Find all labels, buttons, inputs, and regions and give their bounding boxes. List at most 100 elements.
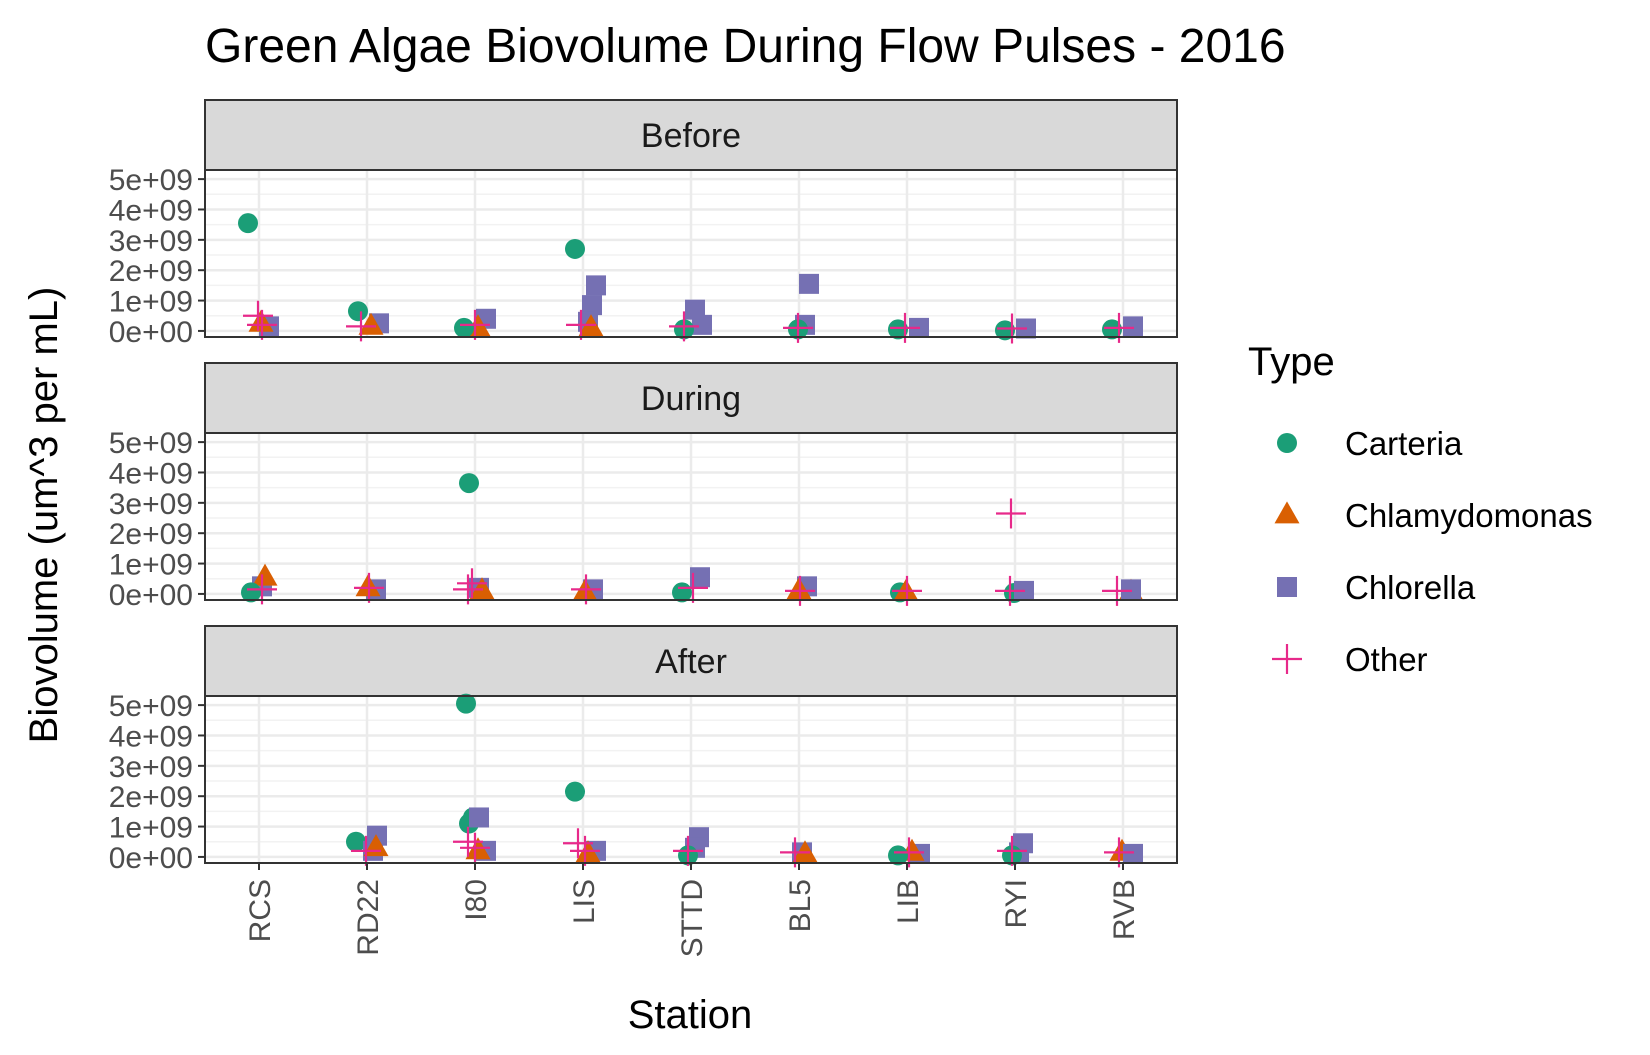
data-point-carteria: [888, 845, 908, 866]
legend-label: Other: [1345, 641, 1428, 678]
y-tick-label: 5e+09: [109, 427, 193, 460]
legend-label: Chlorella: [1345, 569, 1476, 606]
data-point-other: [457, 568, 487, 599]
data-point-other: [673, 835, 703, 866]
x-tick-label: LIB: [892, 879, 925, 924]
data-point-chlorella: [367, 825, 387, 846]
data-point-carteria: [454, 317, 474, 338]
x-tick-label: RD22: [352, 879, 385, 956]
legend-key: [1272, 644, 1302, 674]
legend-item-chlamydomonas: Chlamydomonas: [1274, 497, 1593, 534]
data-point-carteria: [238, 213, 258, 234]
data-point-carteria: [565, 781, 585, 802]
data-point-other: [460, 832, 490, 863]
data-point-carteria: [346, 831, 366, 852]
data-point-other: [351, 835, 381, 866]
data-point-carteria: [888, 319, 908, 340]
data-point-chlorella: [469, 807, 489, 828]
legend-key: [1274, 501, 1300, 524]
data-point-carteria: [241, 582, 261, 603]
y-tick-label: 2e+09: [109, 518, 193, 551]
legend-item-chlorella: Chlorella: [1277, 569, 1476, 606]
y-tick-label: 3e+09: [109, 225, 193, 258]
x-tick-label: STTD: [676, 879, 709, 957]
x-tick-label: LIS: [568, 879, 601, 924]
y-tick-label: 4e+09: [109, 720, 193, 753]
x-tick-label: BL5: [784, 879, 817, 932]
y-tick-label: 0e+00: [109, 842, 193, 875]
data-point-other: [997, 313, 1027, 344]
panel-border: [204, 432, 1178, 601]
data-point-carteria: [456, 693, 476, 714]
facet-strip: [204, 362, 1178, 434]
y-tick-label: 3e+09: [109, 488, 193, 521]
data-point-chlorella: [582, 295, 602, 316]
x-tick-label: RVB: [1108, 879, 1141, 940]
data-point-other: [453, 826, 483, 857]
facet-strip-label: During: [641, 380, 741, 418]
facet-strip: [204, 99, 1178, 171]
legend-key: [1277, 433, 1297, 453]
y-tick-label: 3e+09: [109, 751, 193, 784]
data-point-chlorella: [799, 273, 819, 294]
legend-item-carteria: Carteria: [1277, 425, 1463, 462]
data-point-chlorella: [685, 299, 705, 320]
data-point-carteria: [1102, 319, 1122, 340]
data-point-other: [460, 309, 490, 340]
y-tick-label: 1e+09: [109, 286, 193, 319]
data-point-chlorella: [692, 314, 712, 335]
x-tick-label: RYI: [1000, 879, 1033, 928]
data-point-chlorella: [1121, 579, 1141, 600]
legend-key: [1277, 577, 1297, 597]
data-point-chlamydomonas: [792, 840, 818, 863]
y-tick-label: 2e+09: [109, 255, 193, 288]
data-point-carteria: [459, 473, 479, 494]
data-point-carteria: [995, 320, 1015, 341]
data-point-other: [997, 835, 1027, 866]
y-axis-label: Biovolume (um^3 per mL): [22, 287, 66, 744]
data-point-carteria: [565, 238, 585, 259]
data-point-other: [570, 835, 600, 866]
y-tick-label: 0e+00: [109, 579, 193, 612]
y-tick-label: 4e+09: [109, 457, 193, 490]
data-point-other: [996, 498, 1026, 529]
y-tick-label: 1e+09: [109, 812, 193, 845]
y-tick-label: 5e+09: [109, 164, 193, 197]
y-tick-label: 1e+09: [109, 549, 193, 582]
y-tick-label: 0e+00: [109, 316, 193, 349]
panel-border: [204, 169, 1178, 338]
x-tick-label: RCS: [244, 879, 277, 942]
data-point-chlamydomonas: [252, 563, 278, 586]
data-point-chlamydomonas: [358, 312, 384, 335]
y-tick-label: 4e+09: [109, 194, 193, 227]
data-point-other: [243, 300, 273, 331]
data-point-chlorella: [690, 567, 710, 588]
data-point-other: [678, 572, 708, 603]
facet-strip-label: After: [655, 643, 727, 681]
data-point-carteria: [348, 301, 368, 322]
y-tick-label: 2e+09: [109, 781, 193, 814]
data-point-chlorella: [1123, 843, 1143, 864]
x-axis-label: Station: [628, 993, 753, 1037]
data-point-other: [566, 309, 596, 340]
legend-item-other: Other: [1272, 641, 1428, 678]
y-tick-label: 5e+09: [109, 690, 193, 723]
chart-title: Green Algae Biovolume During Flow Pulses…: [205, 20, 1286, 73]
legend-label: Chlamydomonas: [1345, 497, 1593, 534]
data-point-chlorella: [586, 275, 606, 296]
data-point-other: [354, 572, 384, 603]
x-tick-label: I80: [460, 879, 493, 921]
panels-layer: Before0e+001e+092e+093e+094e+095e+09Duri…: [109, 99, 1178, 957]
legend-label: Carteria: [1345, 425, 1463, 462]
data-point-chlorella: [1123, 316, 1143, 337]
facet-strip-label: Before: [641, 117, 741, 155]
data-point-chlamydomonas: [469, 577, 495, 600]
legend-title: Type: [1248, 340, 1335, 384]
data-point-other: [563, 828, 593, 859]
legend-layer: Carteria Chlamydomonas Chlorella Other: [1272, 425, 1593, 678]
